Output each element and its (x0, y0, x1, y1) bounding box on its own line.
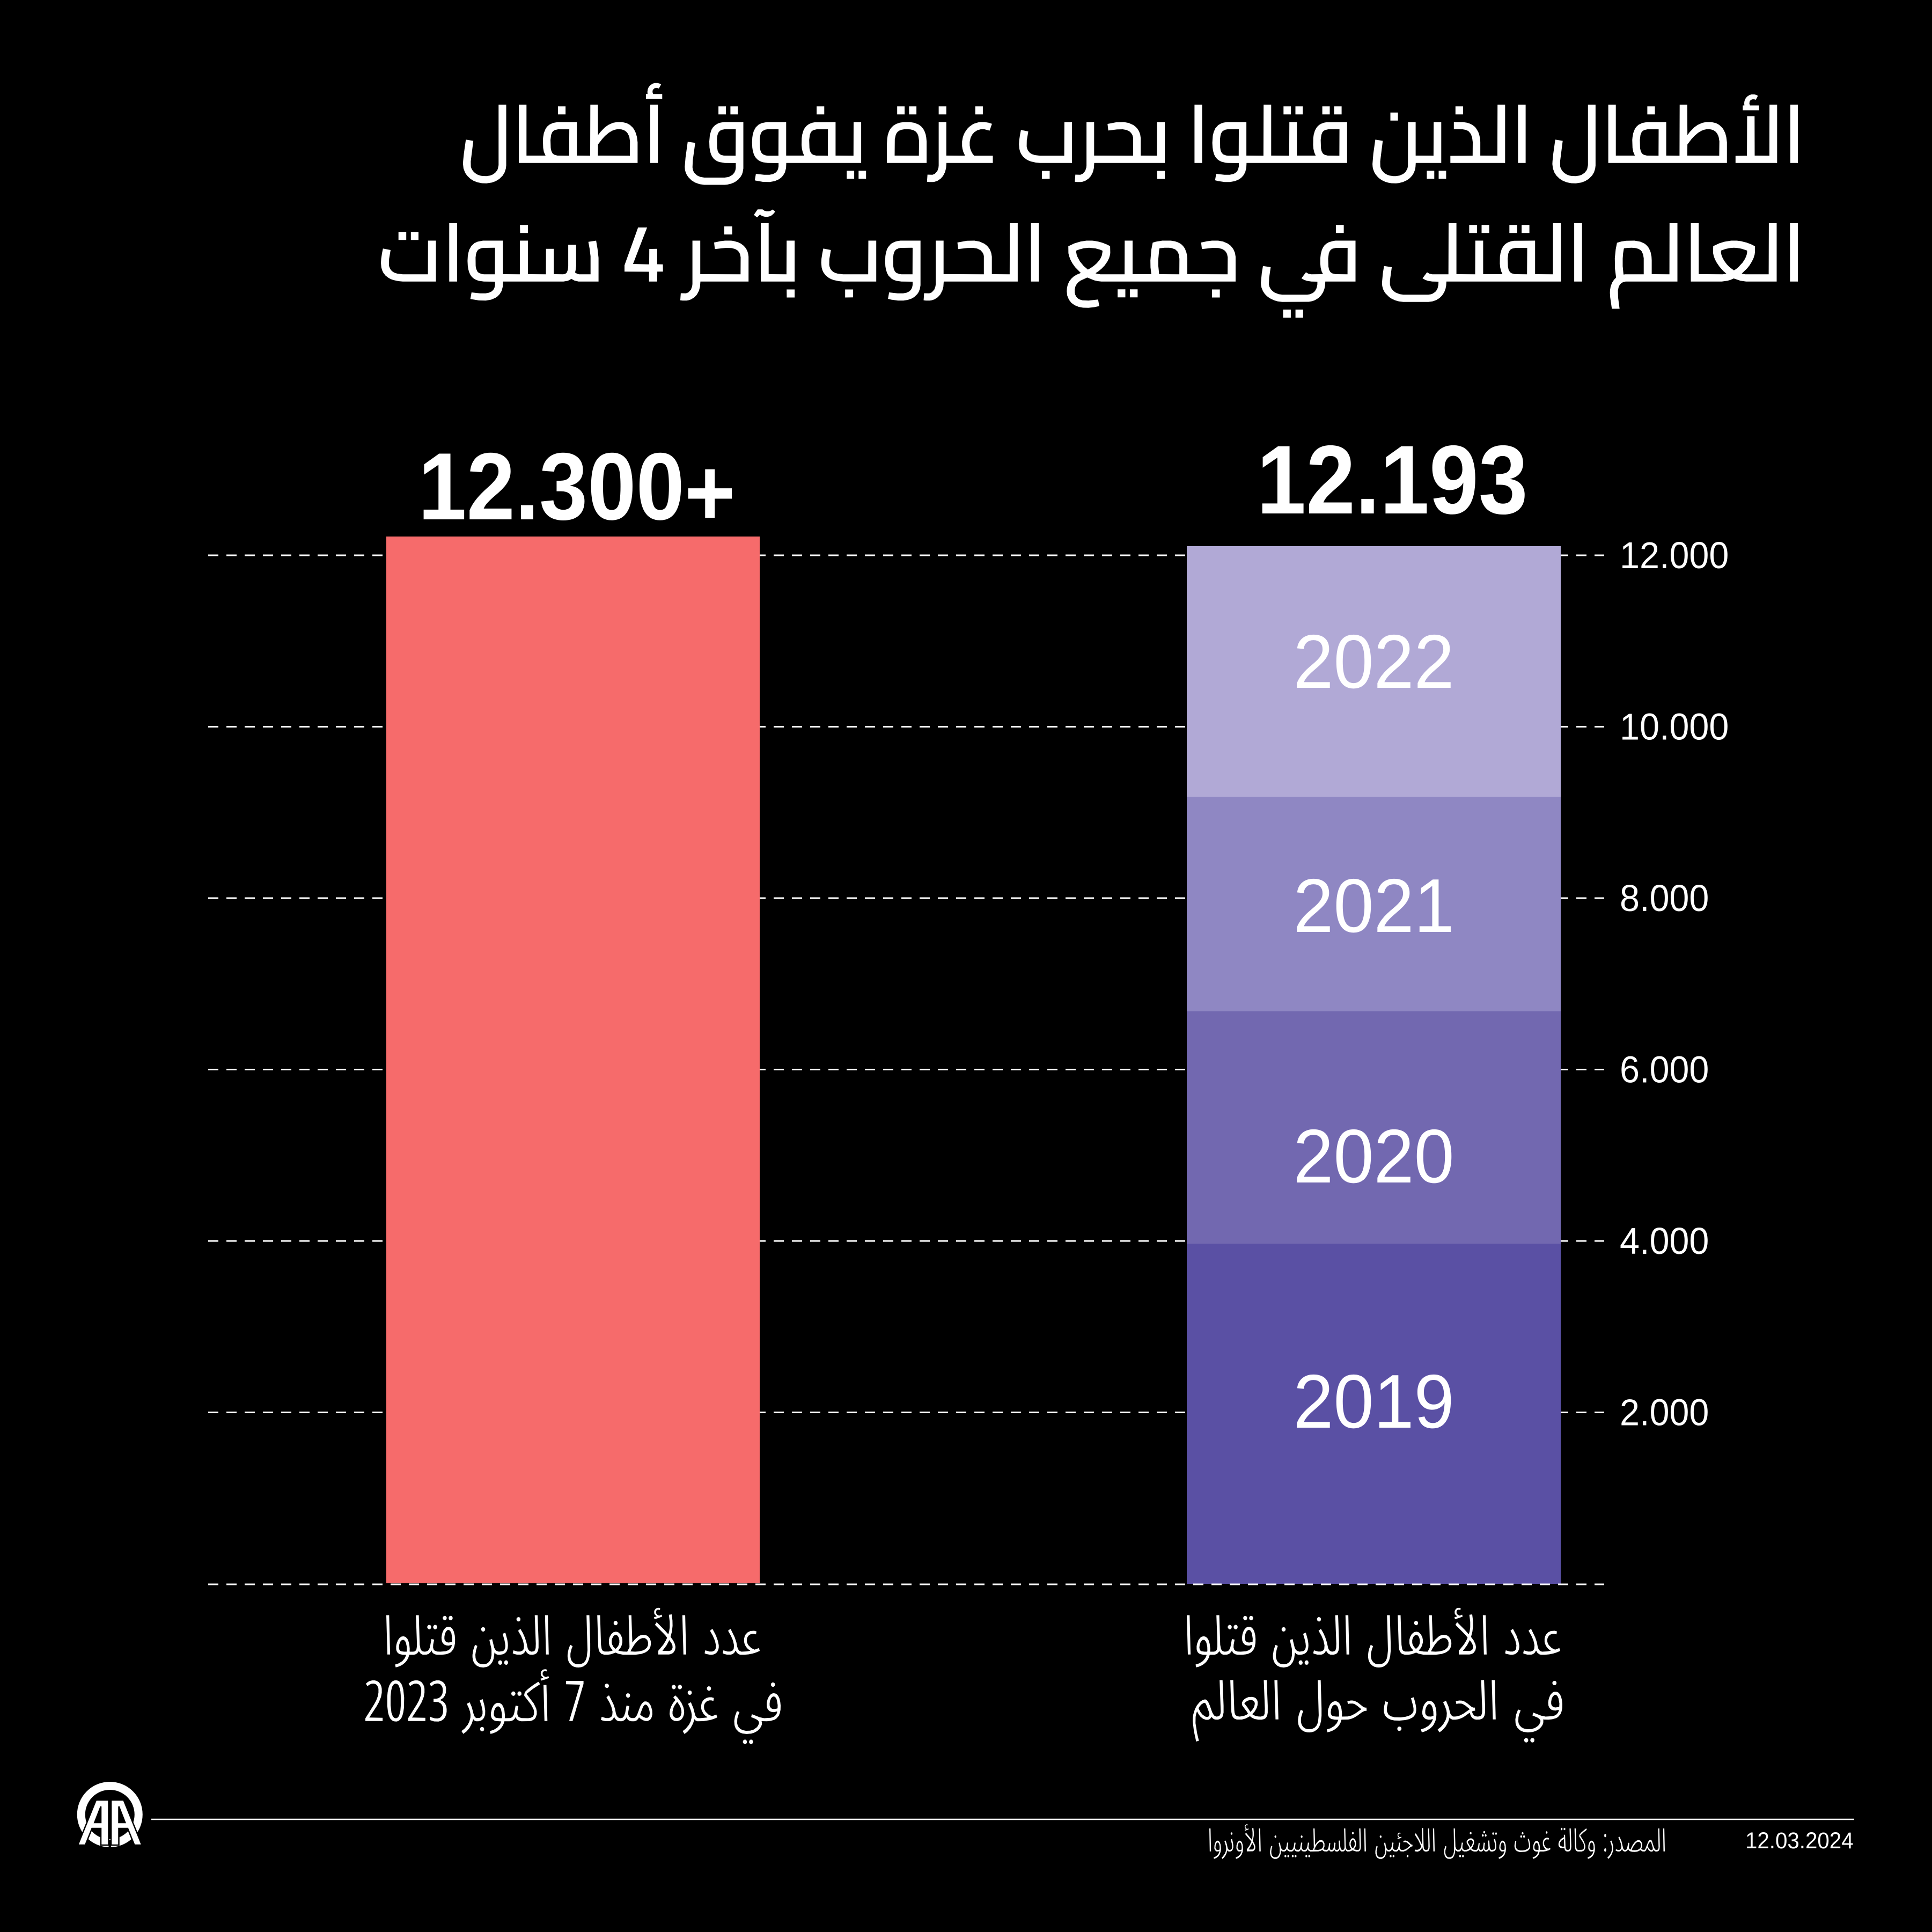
svg-text:10.000: 10.000 (1620, 706, 1729, 748)
svg-text:12.000: 12.000 (1620, 534, 1729, 576)
svg-text:2020: 2020 (1293, 1114, 1454, 1199)
svg-text:12.193: 12.193 (1257, 425, 1527, 534)
svg-text:12.300+: 12.300+ (418, 434, 735, 546)
svg-text:4.000: 4.000 (1620, 1220, 1709, 1262)
svg-text:2.000: 2.000 (1620, 1392, 1709, 1434)
svg-text:6.000: 6.000 (1620, 1049, 1709, 1091)
svg-text:2022: 2022 (1293, 620, 1454, 704)
svg-text:8.000: 8.000 (1620, 877, 1709, 919)
svg-text:2019: 2019 (1293, 1360, 1454, 1444)
svg-text:2021: 2021 (1293, 864, 1454, 949)
svg-text:12.03.2024: 12.03.2024 (1745, 1827, 1854, 1854)
